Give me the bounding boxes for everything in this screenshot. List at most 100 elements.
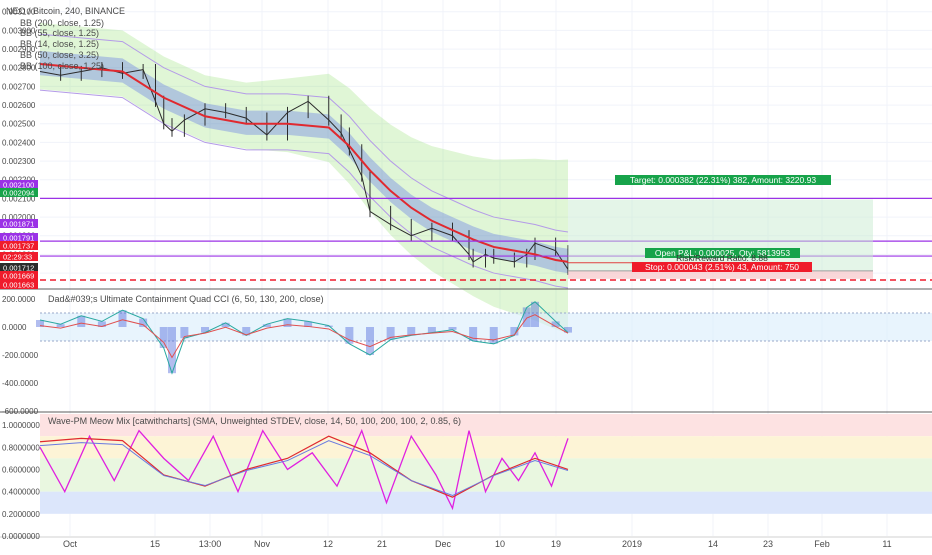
time-axis-label: 2019 bbox=[622, 539, 642, 549]
wave-axis-label: 0.4000000 bbox=[2, 488, 40, 497]
cci-histogram-bar bbox=[221, 322, 230, 327]
cci-histogram-bar bbox=[97, 321, 106, 327]
time-axis-label: Feb bbox=[814, 539, 830, 549]
cci-histogram-bar bbox=[168, 327, 176, 374]
price-tag bbox=[0, 241, 38, 250]
wave-axis-label: 0.6000000 bbox=[2, 465, 40, 474]
cci-line bbox=[39, 301, 569, 375]
price-pane[interactable]: Target: 0.000382 (22.31%) 382, Amount: 3… bbox=[39, 22, 932, 334]
legend-item-bb-100: BB (100, close, 1.25) bbox=[20, 61, 104, 71]
cci-histogram-bar bbox=[159, 327, 168, 348]
chart-title: NEO / Bitcoin, 240, BINANCE bbox=[6, 6, 125, 16]
moving-average-line bbox=[39, 63, 569, 263]
wave-axis-label: 0.2000000 bbox=[2, 510, 40, 519]
price-axis-label: 0.002100 bbox=[2, 194, 36, 203]
axes: Oct 15 13:00 Nov 12 21 Dec 10 19 2019 14 23 Feb 11 0.0… bbox=[0, 8, 932, 549]
cci-histogram-bar bbox=[180, 327, 189, 339]
risk-reward-label: Risk/Reward Ratio: 8.88 bbox=[676, 253, 768, 263]
wave-fast-line bbox=[39, 428, 569, 511]
price-tag bbox=[0, 271, 38, 280]
price-axis-label: 0.002900 bbox=[2, 45, 36, 54]
price-tag-label: 0.001669 bbox=[3, 272, 34, 281]
bollinger-upper-line bbox=[39, 33, 569, 233]
cci-axis-label: 200.0000 bbox=[2, 295, 36, 304]
cci-signal-line bbox=[39, 314, 569, 359]
time-axis-label: 10 bbox=[495, 539, 505, 549]
wave-axis-label: 1.0000000 bbox=[2, 421, 40, 430]
cci-histogram-bar bbox=[36, 320, 44, 327]
bollinger-band-fill bbox=[40, 50, 568, 274]
price-tag bbox=[0, 263, 38, 272]
price-tag-label: 0.002094 bbox=[3, 189, 34, 198]
cci-histogram-bar bbox=[469, 327, 478, 341]
legend-item-bb-200: BB (200, close, 1.25) bbox=[20, 18, 104, 28]
pnl-label-background bbox=[645, 248, 800, 258]
cci-histogram-bar bbox=[118, 310, 127, 327]
wave-mid-line bbox=[39, 440, 569, 497]
cci-histogram-bar bbox=[77, 315, 86, 327]
wave-axis-label: 0.0000000 bbox=[2, 532, 40, 541]
cci-band bbox=[40, 313, 932, 341]
time-axis-label: 23 bbox=[763, 539, 773, 549]
cci-histogram-bar bbox=[56, 324, 65, 327]
cci-histogram-bar bbox=[366, 327, 374, 355]
wave-pane[interactable] bbox=[39, 414, 932, 514]
position-loss-zone[interactable] bbox=[568, 270, 873, 279]
price-axis-label: 0.002700 bbox=[2, 82, 36, 91]
cci-title: Dad&#039;s Ultimate Containment Quad CCI… bbox=[48, 294, 324, 304]
legend-item-bb-14: BB (14, close, 1.25) bbox=[20, 39, 99, 49]
cci-histogram-bar bbox=[564, 327, 572, 333]
cci-axis-label: 0.0000 bbox=[2, 323, 27, 332]
cci-histogram-bar bbox=[304, 321, 313, 327]
stop-label-background bbox=[632, 262, 812, 272]
price-axis-label: 0.002600 bbox=[2, 101, 36, 110]
price-axis-label: 0.002300 bbox=[2, 157, 36, 166]
time-axis-label: 21 bbox=[377, 539, 387, 549]
cci-histogram-bar bbox=[324, 325, 333, 327]
wave-zone bbox=[40, 491, 932, 514]
price-axis-label: 0.002000 bbox=[2, 213, 36, 222]
price-tag bbox=[0, 280, 38, 289]
time-axis-label: 14 bbox=[708, 539, 718, 549]
cci-histogram-bar bbox=[427, 327, 436, 333]
time-axis-label: 11 bbox=[882, 539, 891, 549]
time-axis-label: 12 bbox=[323, 539, 333, 549]
cci-histogram-bar bbox=[345, 327, 354, 344]
price-tag bbox=[0, 233, 38, 242]
price-axis-label: 0.002500 bbox=[2, 120, 36, 129]
wave-axis-label: 0.8000000 bbox=[2, 443, 40, 452]
time-axis-label: 13:00 bbox=[199, 539, 222, 549]
price-tag-label: 0.001663 bbox=[3, 281, 34, 290]
price-axis-label: 0.003000 bbox=[2, 26, 36, 35]
wave-title: Wave-PM Meow Mix [catwithcharts] (SMA, U… bbox=[48, 416, 461, 426]
target-label-background bbox=[615, 175, 831, 185]
position-profit-zone[interactable] bbox=[568, 199, 873, 271]
cci-histogram-bar bbox=[201, 327, 209, 333]
cci-pane[interactable] bbox=[36, 301, 932, 375]
price-tag-label: 0.002100 bbox=[3, 181, 34, 190]
time-axis-label: Nov bbox=[254, 539, 271, 549]
cci-axis-label: -600.0000 bbox=[2, 407, 39, 416]
price-axis-label: 0.002400 bbox=[2, 138, 36, 147]
time-axis-label: Dec bbox=[435, 539, 452, 549]
cci-histogram-bar bbox=[522, 307, 531, 327]
legend-item-bb-55: BB (55, close, 1.25) bbox=[20, 28, 99, 38]
pnl-label: Open P&L: 0.000025, Qty: 5813953 bbox=[655, 248, 790, 258]
price-tag-label: 0.001712 bbox=[3, 264, 34, 273]
price-axis-label: 0.003100 bbox=[2, 8, 36, 17]
cci-histogram-bar bbox=[489, 327, 498, 344]
price-tag-label: 0.001737 bbox=[3, 242, 34, 251]
price-axis-label: 0.002800 bbox=[2, 64, 36, 73]
cci-histogram-bar bbox=[242, 327, 251, 336]
time-axis-label: Oct bbox=[63, 539, 78, 549]
target-label: Target: 0.000382 (22.31%) 382, Amount: 3… bbox=[630, 175, 816, 185]
cci-histogram-bar bbox=[407, 327, 416, 336]
price-tag bbox=[0, 219, 38, 228]
time-axis-label: 19 bbox=[551, 539, 561, 549]
stop-label: Stop: 0.000043 (2.51%) 43, Amount: 750 bbox=[645, 262, 799, 272]
price-tag-label: 02:29:33 bbox=[3, 253, 32, 262]
price-tag bbox=[0, 180, 38, 189]
price-tag bbox=[0, 252, 38, 261]
